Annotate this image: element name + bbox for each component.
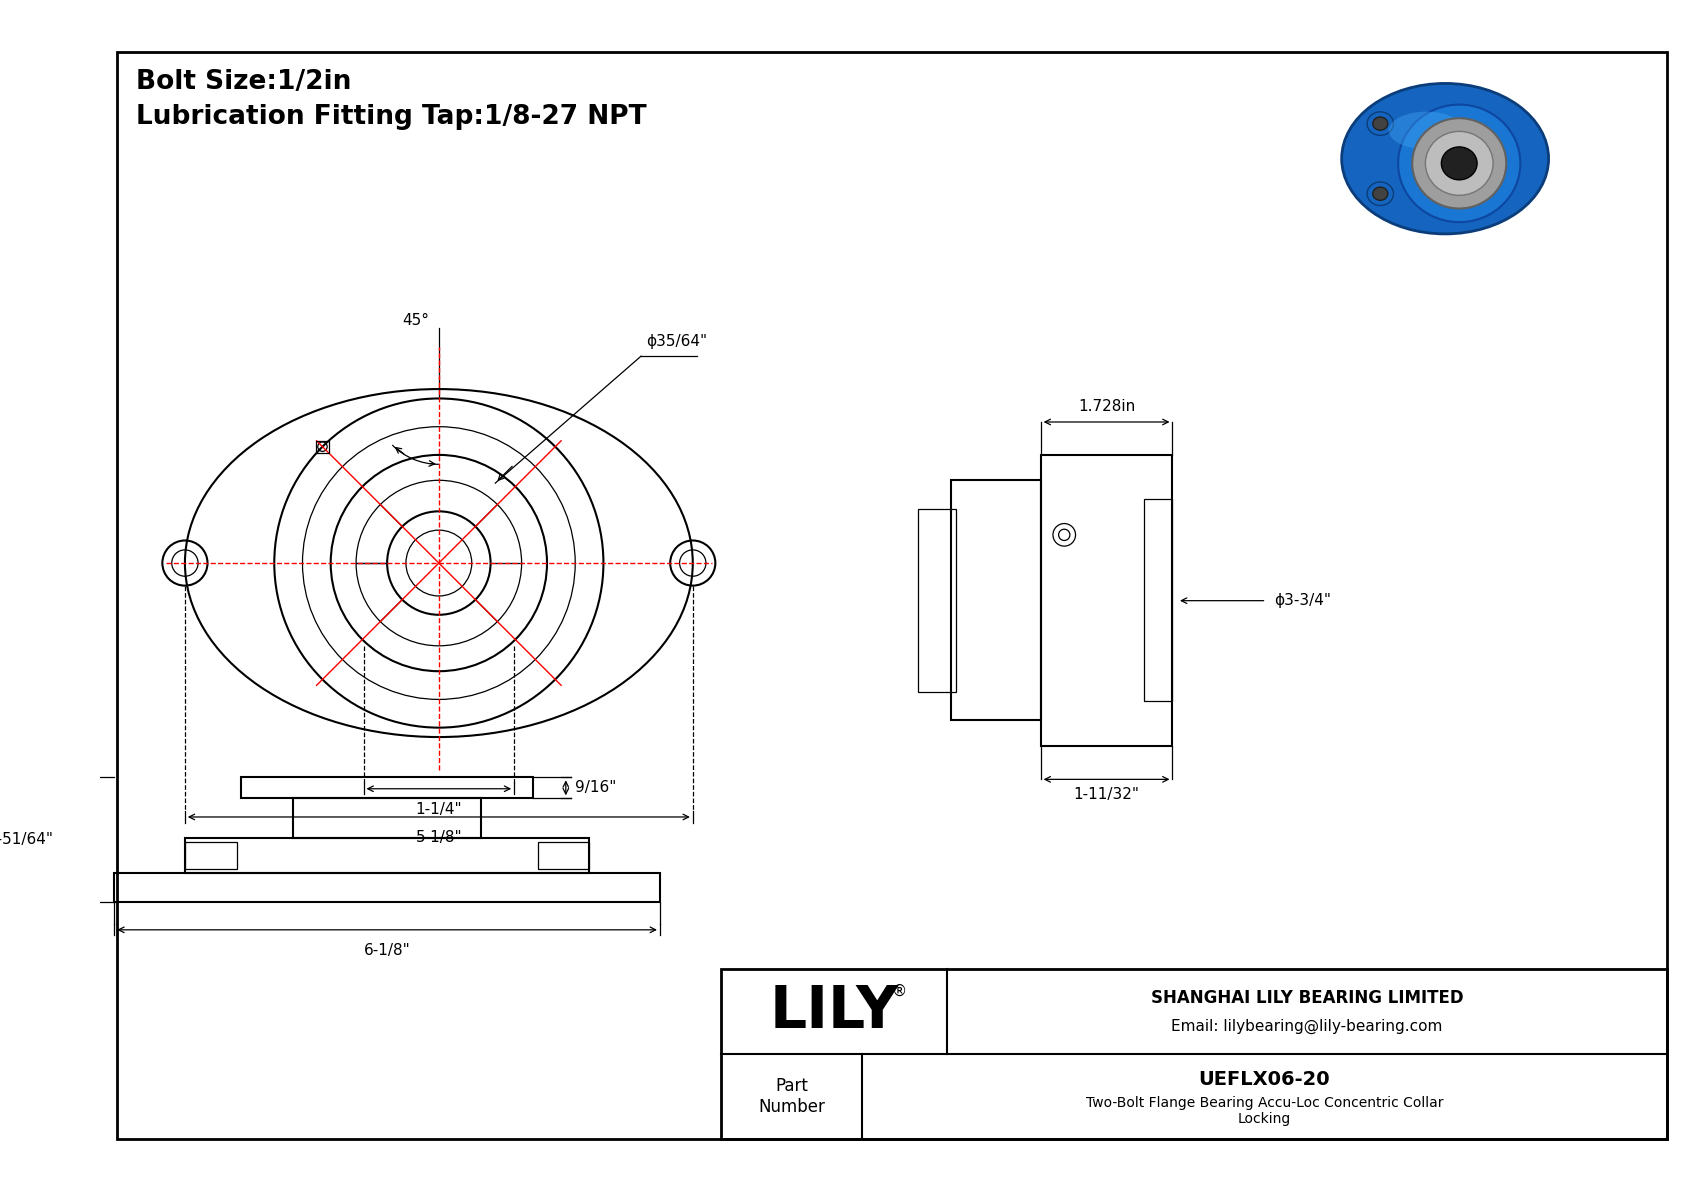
Text: Part
Number: Part Number — [758, 1077, 825, 1116]
Ellipse shape — [1367, 112, 1393, 136]
Bar — [721, 969, 1667, 1139]
Ellipse shape — [1372, 117, 1388, 130]
Text: 1-11/32": 1-11/32" — [1074, 787, 1140, 802]
Ellipse shape — [1442, 146, 1477, 180]
Text: ϕ3-3/4": ϕ3-3/4" — [1275, 593, 1330, 609]
Text: Lubrication Fitting Tap:1/8-27 NPT: Lubrication Fitting Tap:1/8-27 NPT — [136, 104, 647, 130]
Ellipse shape — [1367, 182, 1393, 206]
Bar — [185, 837, 589, 873]
Text: 1-51/64": 1-51/64" — [0, 833, 54, 847]
Ellipse shape — [1398, 105, 1521, 223]
Text: ®: ® — [893, 984, 908, 998]
Bar — [1041, 455, 1172, 747]
Ellipse shape — [1372, 187, 1388, 200]
Bar — [537, 842, 589, 868]
Bar — [1143, 499, 1172, 701]
Ellipse shape — [1389, 112, 1463, 149]
Text: 9/16": 9/16" — [576, 780, 616, 796]
Text: SHANGHAI LILY BEARING LIMITED: SHANGHAI LILY BEARING LIMITED — [1150, 990, 1463, 1008]
Bar — [241, 778, 532, 798]
Text: UEFLX06-20: UEFLX06-20 — [1199, 1070, 1330, 1089]
Text: Email: lilybearing@lily-bearing.com: Email: lilybearing@lily-bearing.com — [1170, 1019, 1443, 1034]
Ellipse shape — [1413, 118, 1505, 208]
Ellipse shape — [1425, 131, 1494, 195]
Text: 6-1/8": 6-1/8" — [364, 943, 411, 958]
Bar — [951, 480, 1041, 721]
Text: 1.728in: 1.728in — [1078, 399, 1135, 414]
Text: 45°: 45° — [402, 313, 429, 328]
Text: LILY: LILY — [770, 983, 899, 1040]
Bar — [185, 842, 237, 868]
Bar — [293, 798, 482, 837]
Text: 5-1/8": 5-1/8" — [416, 830, 461, 846]
Text: 1-1/4": 1-1/4" — [416, 802, 461, 817]
Text: Two-Bolt Flange Bearing Accu-Loc Concentric Collar
Locking: Two-Bolt Flange Bearing Accu-Loc Concent… — [1086, 1096, 1443, 1127]
Text: ϕ35/64": ϕ35/64" — [645, 333, 707, 349]
Bar — [918, 509, 957, 692]
Bar — [115, 873, 660, 902]
Ellipse shape — [1342, 83, 1549, 233]
Text: Bolt Size:1/2in: Bolt Size:1/2in — [136, 69, 352, 95]
